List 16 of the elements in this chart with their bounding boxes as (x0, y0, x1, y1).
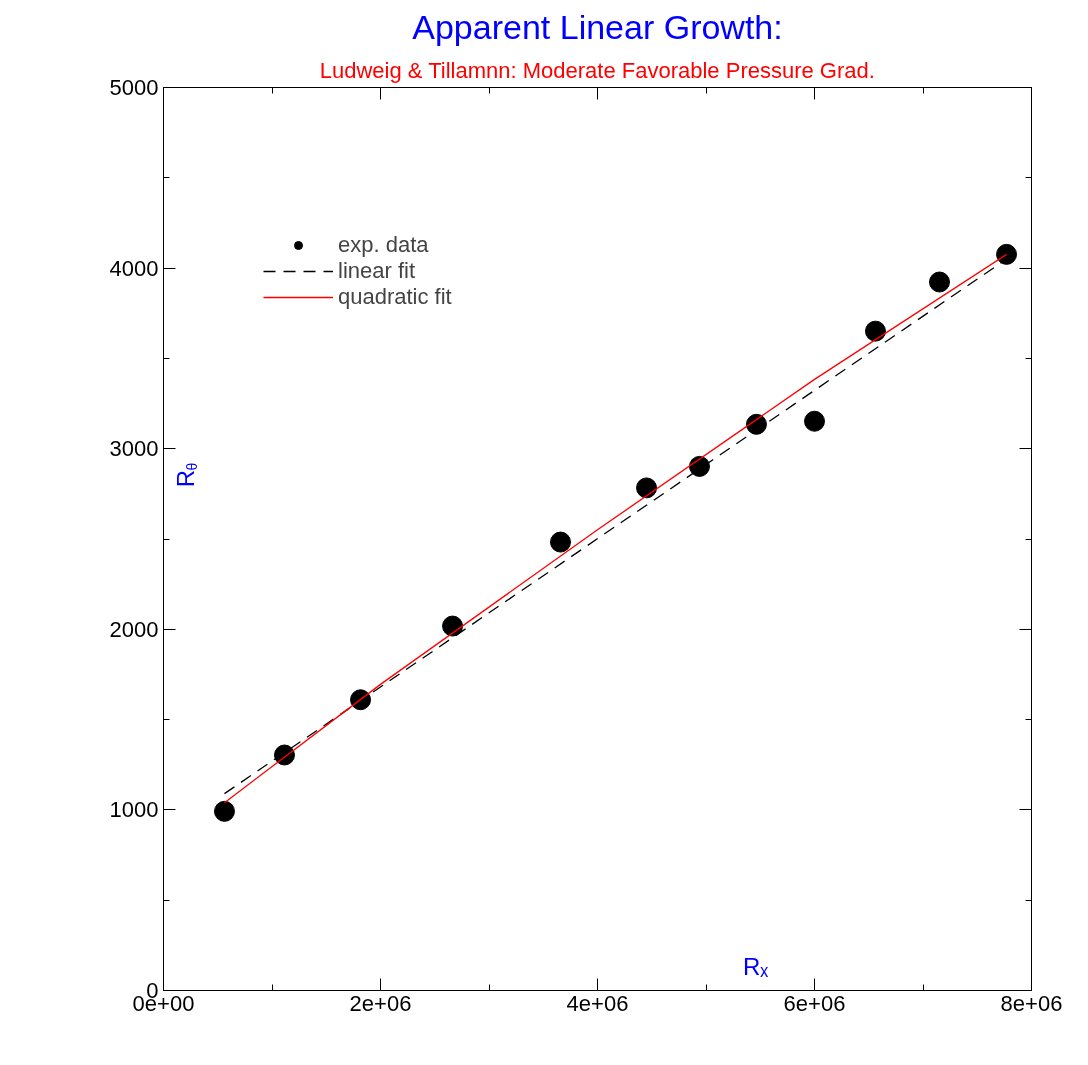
x-axis-title: Rₓ (742, 953, 769, 980)
y-tick-label: 5000 (109, 75, 159, 100)
y-tick-label: 4000 (109, 255, 159, 281)
legend-label: quadratic fit (338, 284, 452, 310)
x-tick-label: 2e+06 (349, 990, 412, 1016)
y-axis-title: Rθ (172, 462, 200, 488)
legend-label: exp. data (338, 232, 429, 258)
x-tick-label: 6e+06 (783, 990, 846, 1016)
legend-label: linear fit (338, 258, 416, 284)
y-tick-label: 1000 (109, 797, 159, 823)
x-tick-label: 8e+06 (1000, 990, 1063, 1016)
y-tick-label: 3000 (109, 436, 159, 462)
chart-subtitle: Ludweig & Tillamnn: Moderate Favorable Pressure Grad. (319, 57, 875, 83)
chart-title: Apparent Linear Growth: (412, 7, 783, 46)
x-tick-label: 4e+06 (566, 990, 629, 1016)
y-tick-label: 2000 (109, 616, 159, 642)
